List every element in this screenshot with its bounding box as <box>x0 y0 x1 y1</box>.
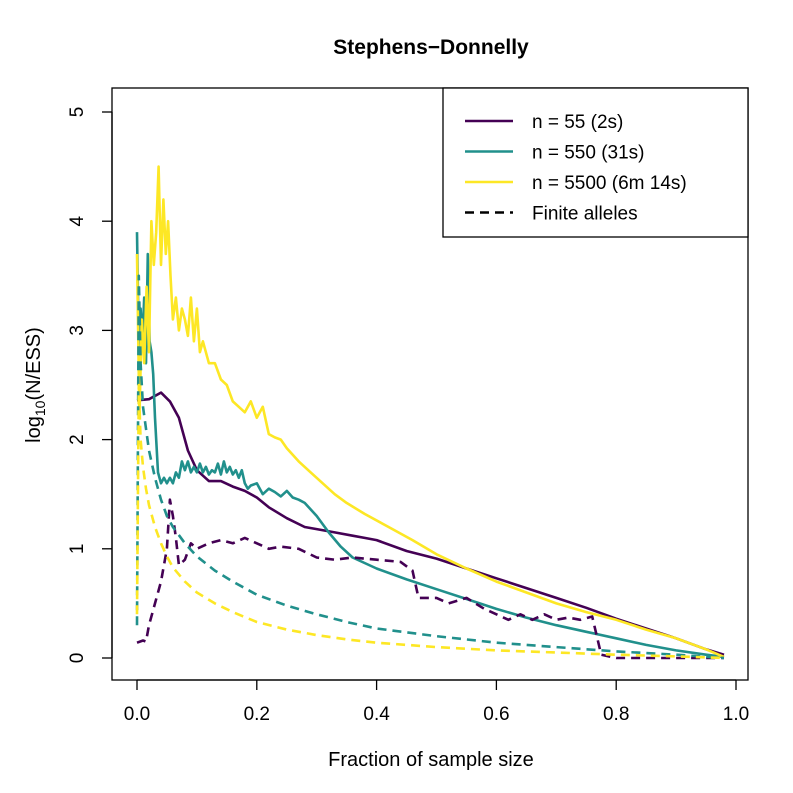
x-tick-label-4: 0.8 <box>603 704 629 725</box>
series-layer <box>135 165 725 660</box>
x-tick-label-0: 0.0 <box>124 704 150 725</box>
series-line-2 <box>135 165 725 659</box>
series-line-1 <box>135 232 725 659</box>
x-tick-label-5: 1.0 <box>723 704 749 725</box>
legend-label-2: n = 5500 (6m 14s) <box>532 173 687 194</box>
y-axis-label-subscript: 10 <box>32 400 48 416</box>
y-tick-label-2: 2 <box>67 434 88 445</box>
y-axis: 0 1 2 3 4 5 <box>67 107 113 664</box>
y-tick-label-5: 5 <box>67 107 88 118</box>
legend-label-3: Finite alleles <box>532 204 638 225</box>
legend-label-0: n = 55 (2s) <box>532 112 623 133</box>
x-tick-label-1: 0.2 <box>244 704 270 725</box>
series-line-4 <box>135 274 725 660</box>
x-tick-label-2: 0.4 <box>363 704 390 725</box>
y-axis-label-suffix: (N/ESS) <box>23 327 45 400</box>
legend-box <box>442 87 749 238</box>
y-axis-label: log10(N/ESS) <box>23 327 48 443</box>
x-tick-label-3: 0.6 <box>483 704 509 725</box>
y-tick-label-0: 0 <box>67 653 88 664</box>
x-axis-label: Fraction of sample size <box>328 749 534 771</box>
series-line-3 <box>136 498 724 660</box>
y-tick-label-4: 4 <box>67 215 88 226</box>
y-tick-label-1: 1 <box>67 544 88 555</box>
x-axis: 0.0 0.2 0.4 0.6 0.8 1.0 <box>124 679 749 725</box>
y-axis-label-prefix: log <box>23 416 45 443</box>
chart-title: Stephens−Donnelly <box>333 36 529 59</box>
legend: n = 55 (2s) n = 550 (31s) n = 5500 (6m 14s… <box>442 87 749 238</box>
series-line-0 <box>136 391 725 656</box>
series-line-5 <box>135 383 725 660</box>
y-tick-label-3: 3 <box>67 325 88 336</box>
legend-label-1: n = 550 (31s) <box>532 143 645 164</box>
